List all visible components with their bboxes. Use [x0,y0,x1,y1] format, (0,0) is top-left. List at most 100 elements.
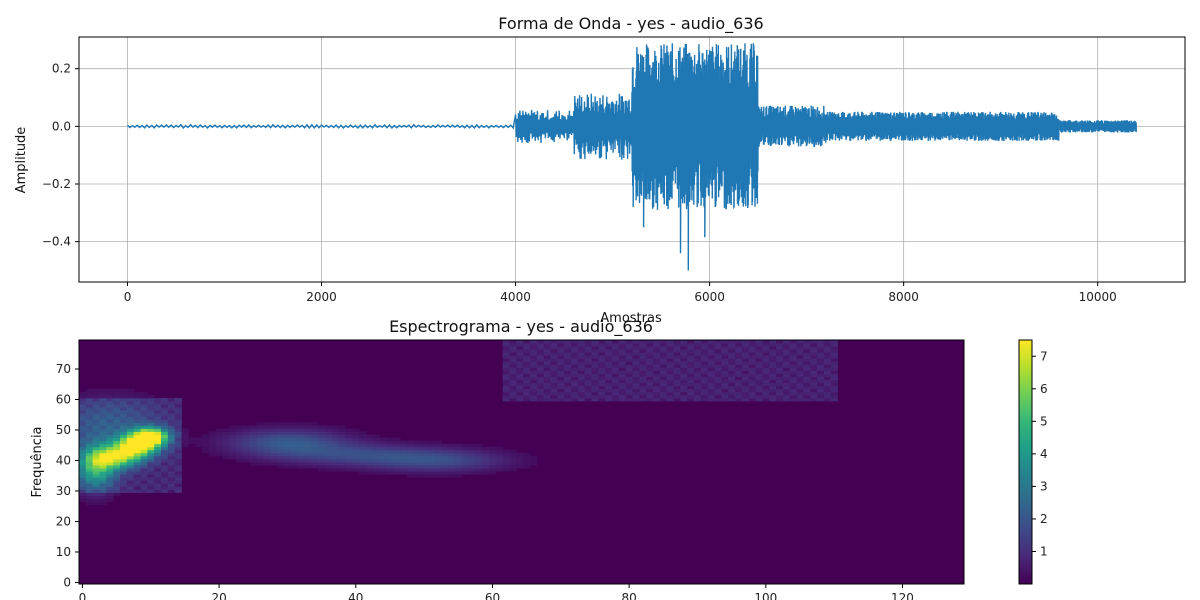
spectrogram-cell [714,355,722,359]
spectrogram-cell [99,434,107,438]
spectrogram-cell [543,391,551,396]
spectrogram-cell [735,373,743,377]
spectrogram-cell [509,352,517,356]
spectrogram-cell [728,376,736,381]
spectrogram-cell [680,379,688,384]
spectrogram-cell [748,370,756,374]
spectrogram-cell [99,465,107,469]
spectrogram-cell [243,458,251,463]
spectrogram-cell [359,455,367,460]
spectrogram-cell [133,477,141,481]
spectrogram-cell [120,407,128,411]
spectrogram-cell [290,422,299,426]
spectrogram-cell [256,434,264,438]
spectrogram-cell [830,364,838,368]
spectrogram-cell [208,452,217,457]
spectrogram-cell [126,483,135,487]
spectrogram-cell [229,452,237,457]
spectrogram-cell [400,468,408,472]
spectrogram-cell [495,465,504,469]
spectrogram-cell [584,358,592,362]
spectrogram-cell [113,413,121,417]
spectrogram-cell [687,355,695,359]
spectrogram-cell [618,364,627,368]
spectrogram-cell [400,455,408,460]
spectrogram-cell [680,385,688,390]
spectrogram-cell [318,446,326,451]
spectrogram-cell [673,361,681,365]
spectrogram-cell [92,391,100,396]
spectrogram-cell [789,370,797,374]
spectrogram-cell [222,446,230,451]
spectrogram-cell [120,437,128,442]
spectrogram-cell [290,434,299,438]
spectrogram-cell [318,425,326,429]
spectrogram-cell [475,468,483,472]
spectrogram-cell [489,446,497,451]
spectrogram-cell [167,434,176,438]
spectrogram-cell [741,358,750,362]
spectrogram-cell [796,343,804,347]
spectrogram-cell [482,471,490,475]
spectrogram-cell [133,474,141,478]
spectrogram-cell [625,376,633,381]
spectrogram-cell [106,477,114,481]
spectrogram-cell [140,477,148,481]
spectrogram-cell [140,465,148,469]
spectrogram-cell [584,364,592,368]
spectrogram-cell [85,419,94,423]
spectrogram-cell [167,416,176,420]
spectrogram-cell [147,486,155,490]
spectrogram-cell [113,477,121,481]
spectrogram-cell [810,340,818,344]
spectrogram-cell [277,446,285,451]
spectrogram-cell [318,443,326,448]
spectrogram-cell [817,358,825,362]
spectrogram-cell [612,364,620,368]
spectrogram-cell [167,446,176,451]
spectrogram-cell [796,388,804,393]
spectrogram-cell [120,471,128,475]
spectrogram-cell [167,452,176,457]
spectrogram-cell [577,361,586,365]
spectrogram-cell [393,458,401,463]
spectrogram-cell [393,452,401,457]
spectrogram-cell [208,446,217,451]
spectrogram-cell [181,443,189,448]
spectrogram-cell [174,462,182,466]
spectrogram-cell [680,394,688,399]
spectrogram-cell [113,425,121,429]
spectrogram-cell [243,431,251,435]
spectrogram-cell [311,428,319,432]
spectrogram-cell [290,455,299,460]
spectrogram-cell [140,446,148,451]
spectrogram-panel: Espectrograma - yes - audio_636 0 20 40 60 8… [30,317,1048,600]
spectrogram-cell [154,455,162,460]
spectrogram-cell [584,385,592,390]
spectrogram-cell [120,416,128,420]
spectrogram-cell [277,458,285,463]
spectrogram-cell [564,340,572,344]
spectrogram-cell [229,455,237,460]
spectrogram-cell [557,382,565,387]
spectrogram-cell [584,370,592,374]
spectrogram-cell [680,361,688,365]
spectrogram-cell [523,394,531,399]
spectrogram-cell [673,382,681,387]
spectrogram-cell [202,446,210,451]
spectrogram-cell [174,455,182,460]
spectrogram-cell [530,355,538,359]
spectrogram-cell [325,428,333,432]
spectrogram-cell [79,498,87,503]
spectrogram-cell [577,352,586,356]
spectrogram-cell [680,364,688,368]
spectrogram-cell [755,355,763,359]
spectrogram-cell [120,391,128,396]
spectrogram-cell [612,391,620,396]
spectrogram-cell [161,483,169,487]
spectrogram-cell [338,431,346,435]
spectrogram-cell [789,391,797,396]
spectrogram-cell [99,498,107,503]
spectrogram-cell [99,449,107,454]
spectrogram-cell [79,486,87,490]
